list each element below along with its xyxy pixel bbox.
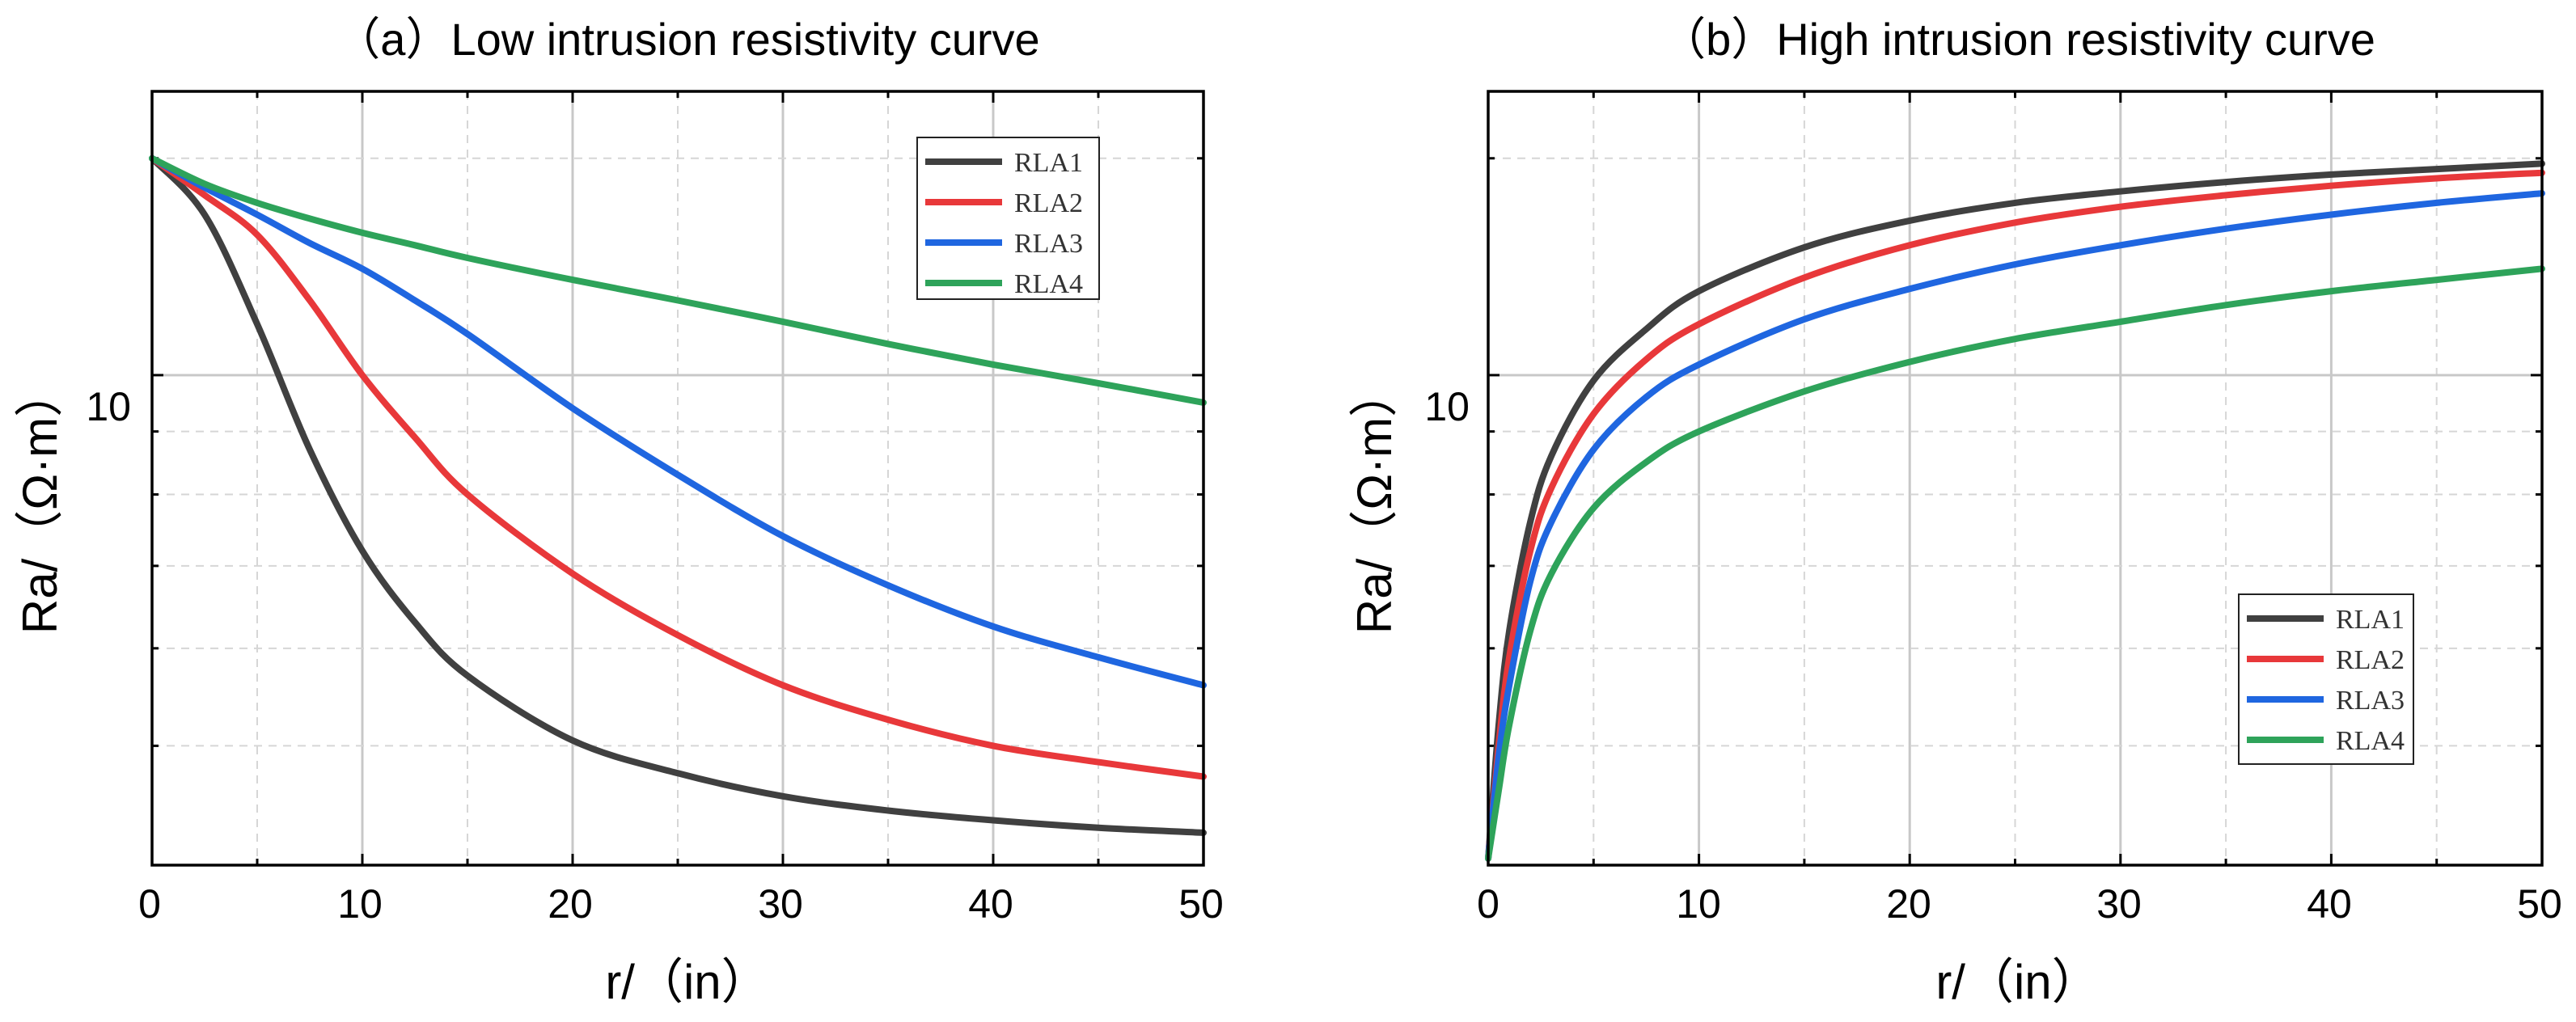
panel-b-ylabel: Ra/（Ω·m）: [1347, 369, 1402, 634]
panel-b-xtick-50: 50: [2517, 881, 2562, 927]
panel-a-legend-label-rla1: RLA1: [1014, 148, 1083, 178]
panel-b-series-rla4: [1485, 265, 2545, 862]
panel-b-series-rla1: [1485, 160, 2545, 862]
panel-a-xtick-20: 20: [548, 881, 593, 927]
panel-a-xtick-10: 10: [337, 881, 383, 927]
panel-b-series: [1485, 160, 2545, 862]
panel-b-series-rla2: [1485, 169, 2545, 862]
panel-a-series-rla4: [149, 154, 1207, 406]
panel-b-legend-label-rla4: RLA4: [2336, 726, 2405, 756]
panel-a-series: [149, 154, 1207, 836]
panel-a-legend: RLA1 RLA2 RLA3 RLA4: [916, 137, 1100, 300]
panel-b-legend-label-rla3: RLA3: [2336, 686, 2405, 716]
panel-b-legend: RLA1 RLA2 RLA3 RLA4: [2238, 593, 2414, 765]
panel-a-xtick-30: 30: [758, 881, 803, 927]
panel-b-xtick-10: 10: [1676, 881, 1721, 927]
panel-b-series-rla3: [1485, 190, 2545, 862]
panel-b-ytick-10: 10: [1424, 384, 1470, 429]
panel-a: （a）Low intrusion resistivity curve r/（in…: [13, 14, 1224, 1009]
panel-b-legend-box: [2238, 593, 2414, 765]
panel-a-xtick-40: 40: [968, 881, 1013, 927]
panel-a-xlabel: r/（in）: [605, 955, 769, 1009]
panel-a-legend-label-rla3: RLA3: [1014, 229, 1083, 259]
panel-b-legend-label-rla2: RLA2: [2336, 645, 2405, 675]
panel-a-xtick-50: 50: [1178, 881, 1224, 927]
panel-b: （b）High intrusion resistivity curve r/（i…: [1347, 14, 2562, 1009]
panel-a-title: （a）Low intrusion resistivity curve: [335, 14, 1039, 65]
panel-a-legend-label-rla4: RLA4: [1014, 269, 1083, 299]
panel-b-xtick-20: 20: [1886, 881, 1931, 927]
panel-a-series-rla2: [149, 154, 1207, 780]
panel-a-series-rla3: [149, 154, 1207, 689]
panel-b-legend-label-rla1: RLA1: [2336, 605, 2405, 635]
panel-a-plot-frame: [150, 90, 1205, 867]
panel-a-ylabel: Ra/（Ω·m）: [13, 369, 67, 634]
panel-b-xlabel: r/（in）: [1935, 955, 2100, 1009]
panel-a-xtick-0: 0: [138, 881, 161, 927]
panel-b-title: （b）High intrusion resistivity curve: [1660, 14, 2375, 65]
panel-a-series-rla1: [149, 154, 1207, 836]
panel-b-plot-frame: [1487, 90, 2544, 867]
panel-b-xtick-0: 0: [1477, 881, 1499, 927]
panel-b-xtick-30: 30: [2096, 881, 2142, 927]
panel-a-ytick-10: 10: [86, 384, 131, 429]
panel-a-legend-label-rla2: RLA2: [1014, 188, 1083, 218]
panel-b-xtick-40: 40: [2307, 881, 2352, 927]
